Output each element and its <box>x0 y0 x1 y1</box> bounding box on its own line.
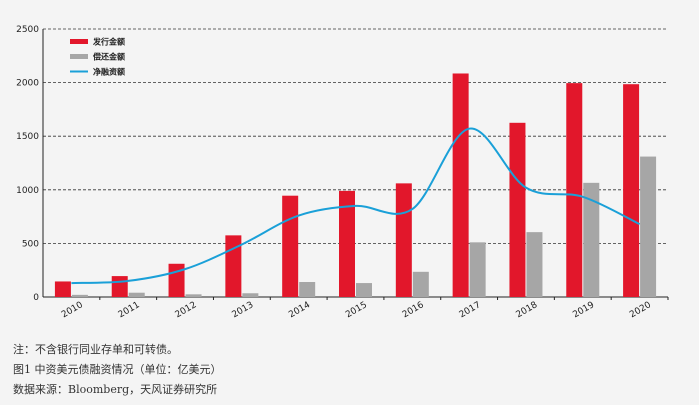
bar-repayment <box>583 182 600 297</box>
figure-caption: 图1 中资美元债融资情况（单位：亿美元） <box>13 363 222 376</box>
x-tick-label: 2012 <box>174 300 199 320</box>
chart: 0 500 1000 1500 2000 2500 2010 2011 2012 2013 2014… <box>16 25 669 320</box>
y-tick-label: 1500 <box>16 132 39 142</box>
data-source: 数据来源：Bloomberg，天风证券研究所 <box>13 383 218 396</box>
legend-swatch <box>70 54 88 59</box>
x-tick-label: 2017 <box>458 300 483 320</box>
bar-repayment <box>640 156 657 297</box>
bar-issuance <box>111 276 128 297</box>
legend-label: 发行金额 <box>92 37 125 47</box>
bar-repayment <box>356 283 372 297</box>
x-tick-label: 2020 <box>628 300 653 320</box>
bar-repayment <box>128 292 145 297</box>
bar-issuance <box>566 83 583 297</box>
bar-issuance <box>623 84 640 297</box>
x-tick-label: 2016 <box>401 300 426 320</box>
legend-swatch <box>70 39 88 44</box>
legend-label: 净融资额 <box>93 67 125 77</box>
bar-issuance <box>168 263 185 297</box>
y-tick-label: 2000 <box>16 79 39 89</box>
bar-issuance <box>282 195 299 297</box>
bar-repayment <box>412 271 429 297</box>
y-tick-label: 0 <box>33 293 39 303</box>
bar-repayment <box>185 294 202 297</box>
x-tick-label: 2010 <box>60 300 85 320</box>
bar-repayment <box>469 242 486 297</box>
bar-issuance <box>54 281 71 297</box>
x-tick-label: 2015 <box>344 300 369 320</box>
x-tick-label: 2011 <box>117 300 142 320</box>
x-tick-label: 2014 <box>287 300 312 320</box>
bar-issuance <box>395 183 412 297</box>
net-financing-line <box>71 127 641 285</box>
bar-repayment <box>242 293 259 297</box>
bar-repayment <box>71 294 88 297</box>
x-tick-label: 2019 <box>571 300 596 320</box>
y-tick-label: 2500 <box>16 25 39 35</box>
bar-issuance <box>509 122 526 297</box>
bar-repayment <box>299 281 316 297</box>
bar-issuance <box>452 73 469 297</box>
bar-issuance <box>225 235 242 297</box>
chart-note: 注：不含银行同业存单和可转债。 <box>13 343 178 356</box>
bar-repayment <box>526 232 543 297</box>
legend-label: 偿还金额 <box>92 52 125 62</box>
y-tick-label: 500 <box>22 239 39 249</box>
x-tick-label: 2013 <box>230 300 255 320</box>
x-tick-label: 2018 <box>515 300 540 320</box>
y-tick-label: 1000 <box>16 186 39 196</box>
bar-issuance <box>339 190 355 297</box>
